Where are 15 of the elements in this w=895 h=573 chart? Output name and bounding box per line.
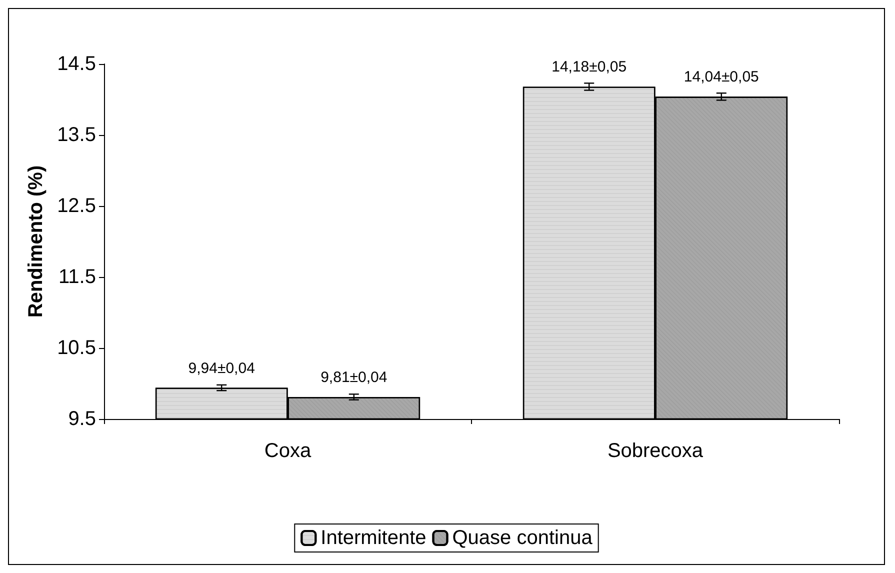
y-tick-label: 9.5 xyxy=(68,408,96,430)
legend-label: Quase continua xyxy=(452,527,594,549)
legend-label: Intermitente xyxy=(320,527,426,549)
x-tick-label: Sobrecoxa xyxy=(607,440,704,462)
y-tick-label: 14.5 xyxy=(57,53,96,75)
data-label: 14,04±0,05 xyxy=(684,68,759,86)
data-label: 9,81±0,04 xyxy=(320,368,388,386)
y-tick-label: 12.5 xyxy=(57,195,96,217)
y-tick-label: 13.5 xyxy=(57,124,96,146)
y-axis-title: Rendimento (%) xyxy=(25,165,47,318)
y-tick-label: 11.5 xyxy=(58,266,96,288)
x-tick-label: Coxa xyxy=(264,440,312,462)
y-tick-label: 10.5 xyxy=(57,337,96,359)
data-label: 9,94±0,04 xyxy=(188,360,255,377)
data-label: 14,18±0,05 xyxy=(552,58,627,76)
